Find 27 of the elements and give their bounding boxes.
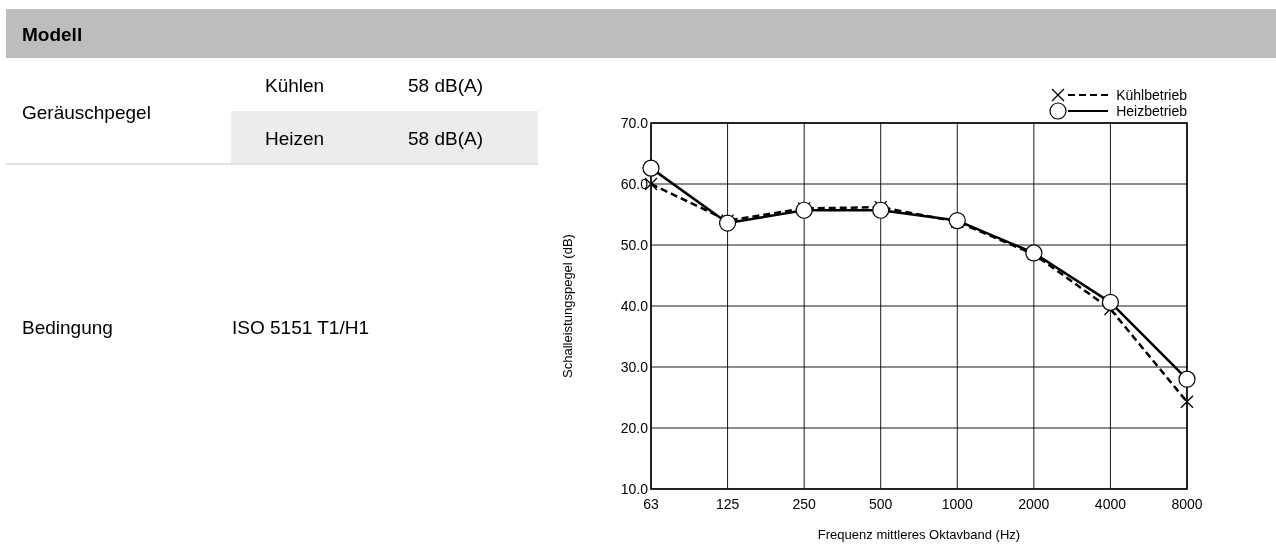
text: 58 dB(A) <box>408 75 483 96</box>
text: Kühlen <box>265 75 325 96</box>
y-tick-label: 60.0 <box>620 175 649 192</box>
x-tick-label: 2000 <box>1018 496 1050 512</box>
x-tick-label: 500 <box>869 496 893 512</box>
x-tick-label: 4000 <box>1094 496 1127 512</box>
text: Heizen <box>265 128 325 149</box>
text: Bedingung <box>22 317 113 338</box>
legend-label: Heizbetrieb <box>1116 102 1188 119</box>
y-tick-label: 70.0 <box>620 114 649 131</box>
text: Geräuschpegel <box>22 102 151 123</box>
y-tick-label: 50.0 <box>620 236 649 253</box>
x-tick-label: 1000 <box>941 496 974 512</box>
text: 58 dB(A) <box>408 128 483 149</box>
x-tick-label: 250 <box>792 496 817 512</box>
y-tick-label: 20.0 <box>620 419 649 436</box>
x-tick-label: 8000 <box>1171 496 1203 512</box>
y-tick-label: 10.0 <box>620 480 649 497</box>
x-axis-title: Frequenz mittleres Oktavband (Hz) <box>817 527 1021 542</box>
y-tick-label: 40.0 <box>620 297 649 314</box>
y-axis-title: Schalleistungspegel (dB) <box>560 234 575 378</box>
legend-label: Kühlbetrieb <box>1116 86 1188 103</box>
text: ISO 5151 T1/H1 <box>232 317 369 338</box>
x-tick-label: 63 <box>643 496 659 512</box>
y-tick-label: 30.0 <box>620 358 649 375</box>
x-tick-label: 125 <box>715 496 740 512</box>
text: Modell <box>22 24 83 45</box>
